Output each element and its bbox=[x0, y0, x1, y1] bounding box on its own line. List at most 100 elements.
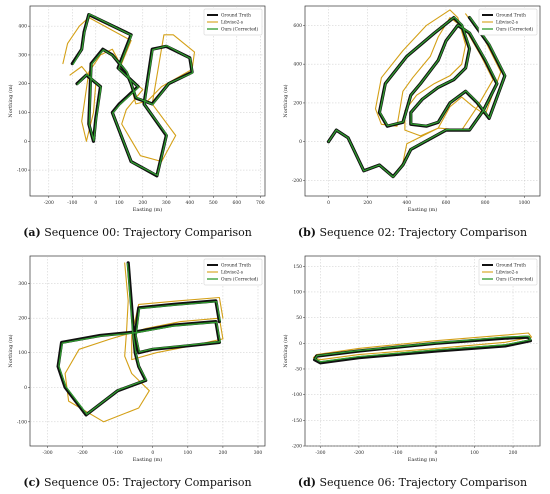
x-axis-label: Easting (m) bbox=[133, 456, 163, 463]
caption-text: Sequence 06: Trajectory Comparison bbox=[319, 476, 528, 489]
x-axis-label: Easting (m) bbox=[408, 206, 438, 213]
y-tick-label: 100 bbox=[18, 110, 27, 116]
y-tick-label: -100 bbox=[17, 419, 27, 425]
legend-label: Ours (Corrected) bbox=[221, 278, 259, 283]
y-tick-label: 400 bbox=[18, 24, 27, 30]
chart-caption: (a) Sequence 00: Trajectory Comparison bbox=[0, 226, 275, 239]
x-tick-label: 500 bbox=[209, 200, 218, 206]
caption-label: (c) bbox=[23, 476, 41, 489]
x-tick-label: 600 bbox=[233, 200, 242, 206]
y-tick-label: -150 bbox=[292, 418, 302, 424]
x-tick-label: 200 bbox=[139, 200, 148, 206]
series-line bbox=[312, 332, 533, 361]
x-tick-label: -200 bbox=[78, 450, 88, 456]
caption-text: Sequence 05: Trajectory Comparison bbox=[44, 476, 252, 489]
y-tick-label: -100 bbox=[292, 392, 302, 398]
y-tick-label: 200 bbox=[293, 100, 302, 106]
chart-d: -300 -200 -100 0 100 200 -200 -150 -100 -50 0 50 100… bbox=[275, 250, 550, 494]
y-tick-label: 50 bbox=[296, 315, 302, 321]
x-tick-label: 100 bbox=[115, 200, 124, 206]
legend-label: Libviso2-s bbox=[496, 271, 518, 276]
y-tick-label: 0 bbox=[299, 341, 302, 347]
x-tick-label: 0 bbox=[435, 450, 438, 456]
chart-caption: (d) Sequence 06: Trajectory Comparison bbox=[275, 476, 550, 489]
y-tick-label: 600 bbox=[293, 23, 302, 29]
x-tick-label: -100 bbox=[113, 450, 123, 456]
series-line bbox=[314, 335, 532, 363]
y-tick-label: -50 bbox=[295, 366, 302, 372]
x-tick-label: 200 bbox=[219, 450, 228, 456]
legend-label: Ground Truth bbox=[221, 264, 251, 269]
x-tick-label: 0 bbox=[151, 450, 154, 456]
y-tick-label: -200 bbox=[292, 178, 302, 184]
x-tick-label: 300 bbox=[162, 200, 171, 206]
y-axis-label: Northing (m) bbox=[282, 334, 289, 367]
chart-svg: 0 200 400 600 800 1000 -200 0 200 400 600 Easting (… bbox=[282, 5, 541, 213]
x-tick-label: 100 bbox=[470, 450, 479, 456]
legend-label: Ground Truth bbox=[496, 264, 526, 269]
y-tick-label: 200 bbox=[18, 316, 27, 322]
x-tick-label: 200 bbox=[509, 450, 518, 456]
chart-a: -200 -100 0 100 200 300 400 500 600 700 -100 0 100 20… bbox=[0, 0, 275, 245]
y-tick-label: 300 bbox=[18, 281, 27, 287]
x-tick-label: -200 bbox=[44, 200, 54, 206]
y-tick-label: 100 bbox=[18, 350, 27, 356]
x-tick-label: 400 bbox=[403, 200, 412, 206]
x-tick-label: -100 bbox=[392, 450, 402, 456]
x-axis-label: Easting (m) bbox=[133, 206, 163, 213]
legend-label: Ground Truth bbox=[496, 14, 526, 19]
x-tick-label: -100 bbox=[67, 200, 77, 206]
y-tick-label: -100 bbox=[17, 168, 27, 174]
x-tick-label: 300 bbox=[254, 450, 263, 456]
x-tick-label: 600 bbox=[442, 200, 451, 206]
chart-b: 0 200 400 600 800 1000 -200 0 200 400 600 Easting (… bbox=[275, 0, 550, 245]
chart-svg: -300 -200 -100 0 100 200 -200 -150 -100 -50 0 50 100… bbox=[282, 255, 541, 463]
x-axis-label: Easting (m) bbox=[408, 456, 438, 463]
y-tick-label: 400 bbox=[293, 62, 302, 68]
x-tick-label: -200 bbox=[354, 450, 364, 456]
x-tick-label: 0 bbox=[94, 200, 97, 206]
caption-label: (a) bbox=[23, 226, 41, 239]
y-tick-label: 200 bbox=[18, 81, 27, 87]
y-tick-label: 300 bbox=[18, 52, 27, 58]
y-tick-label: 150 bbox=[293, 264, 302, 270]
series-line bbox=[327, 16, 506, 178]
x-tick-label: 800 bbox=[481, 200, 490, 206]
legend-label: Ours (Corrected) bbox=[496, 28, 534, 33]
y-tick-label: 0 bbox=[299, 139, 302, 145]
x-tick-label: 1000 bbox=[519, 200, 531, 206]
legend-label: Libviso2-s bbox=[496, 21, 518, 26]
legend-box bbox=[478, 8, 538, 36]
x-tick-label: 700 bbox=[256, 200, 265, 206]
caption-text: Sequence 00: Trajectory Comparison bbox=[44, 226, 252, 239]
legend-label: Ours (Corrected) bbox=[496, 278, 534, 283]
x-tick-label: 200 bbox=[363, 200, 372, 206]
y-tick-label: 100 bbox=[293, 289, 302, 295]
y-tick-label: -200 bbox=[292, 444, 302, 450]
series-line bbox=[327, 9, 502, 178]
x-tick-label: -300 bbox=[42, 450, 52, 456]
x-tick-label: 100 bbox=[184, 450, 193, 456]
legend-label: Ground Truth bbox=[221, 14, 251, 19]
x-tick-label: -300 bbox=[315, 450, 325, 456]
caption-label: (b) bbox=[297, 226, 317, 239]
legend-label: Libviso2-s bbox=[221, 271, 243, 276]
series-line bbox=[72, 13, 194, 176]
chart-caption: (b) Sequence 02: Trajectory Comparison bbox=[275, 226, 550, 239]
caption-text: Sequence 02: Trajectory Comparison bbox=[319, 226, 528, 239]
caption-label: (d) bbox=[297, 476, 317, 489]
y-axis-label: Northing (m) bbox=[7, 84, 14, 117]
y-axis-label: Northing (m) bbox=[282, 84, 289, 117]
y-tick-label: 0 bbox=[24, 139, 27, 145]
series-line bbox=[58, 262, 221, 415]
legend-label: Ours (Corrected) bbox=[221, 28, 259, 33]
chart-svg: -300 -200 -100 0 100 200 300 -100 0 100 200 300 East… bbox=[7, 255, 266, 463]
x-tick-label: 400 bbox=[186, 200, 195, 206]
chart-caption: (c) Sequence 05: Trajectory Comparison bbox=[0, 476, 275, 489]
chart-c: -300 -200 -100 0 100 200 300 -100 0 100 200 300 East… bbox=[0, 250, 275, 494]
legend-box bbox=[203, 258, 263, 286]
x-tick-label: 0 bbox=[327, 200, 330, 206]
legend-box bbox=[478, 258, 538, 286]
legend-label: Libviso2-s bbox=[221, 21, 243, 26]
legend-box bbox=[203, 8, 263, 36]
